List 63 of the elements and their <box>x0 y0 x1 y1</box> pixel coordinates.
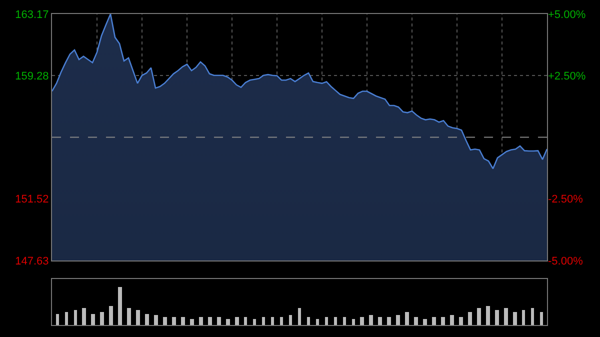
bar <box>316 318 319 325</box>
bar <box>91 314 95 325</box>
y-tick-label: 151.52 <box>15 194 49 206</box>
bar <box>271 316 274 325</box>
bar <box>307 316 310 325</box>
bar <box>199 316 203 325</box>
bar <box>262 316 265 325</box>
bar <box>522 310 525 325</box>
bar <box>459 316 463 325</box>
bar <box>190 318 194 325</box>
bar <box>450 314 454 325</box>
bar <box>235 316 239 325</box>
bar <box>181 316 185 325</box>
bar <box>82 308 86 325</box>
y2-tick-label: -2.50% <box>548 194 584 206</box>
bar <box>208 316 212 325</box>
bar <box>244 316 247 325</box>
bar <box>145 314 149 325</box>
y2-tick-label: +5.00% <box>548 8 586 21</box>
bar <box>405 312 409 325</box>
bar <box>118 286 122 325</box>
bar <box>432 316 436 325</box>
bar <box>56 314 59 325</box>
bar <box>172 316 176 325</box>
bar <box>109 306 113 325</box>
bar <box>325 316 328 325</box>
bar <box>414 316 418 325</box>
bar <box>540 312 543 325</box>
bar <box>163 316 167 325</box>
bar <box>352 318 355 325</box>
bar <box>343 316 346 325</box>
y-tick-label: 163.17 <box>15 8 49 21</box>
bar <box>477 308 481 325</box>
bar <box>468 312 472 325</box>
bar <box>378 316 382 325</box>
bar <box>280 316 283 325</box>
bar <box>369 314 373 325</box>
bar <box>226 318 230 325</box>
bar <box>387 316 391 325</box>
bar <box>513 312 517 325</box>
bar <box>298 308 301 325</box>
bar <box>217 316 221 325</box>
y-tick-label: 147.63 <box>15 255 49 268</box>
bar <box>504 308 508 325</box>
y2-tick-label: +2.50% <box>548 70 586 82</box>
bar <box>253 318 256 325</box>
bar <box>441 316 445 325</box>
bar <box>334 316 337 325</box>
bar <box>127 308 131 325</box>
bar <box>136 310 140 325</box>
bar <box>531 308 534 325</box>
bar <box>289 314 292 325</box>
y-tick-label: 159.28 <box>15 70 49 83</box>
bar <box>74 310 77 325</box>
bar <box>100 312 104 325</box>
bar <box>423 318 427 325</box>
bar <box>495 310 499 325</box>
y2-tick-label: -5.00% <box>548 255 584 268</box>
bar <box>65 312 68 325</box>
bar <box>360 316 364 325</box>
bar <box>486 306 490 325</box>
bar <box>154 314 158 325</box>
bar <box>396 314 400 325</box>
